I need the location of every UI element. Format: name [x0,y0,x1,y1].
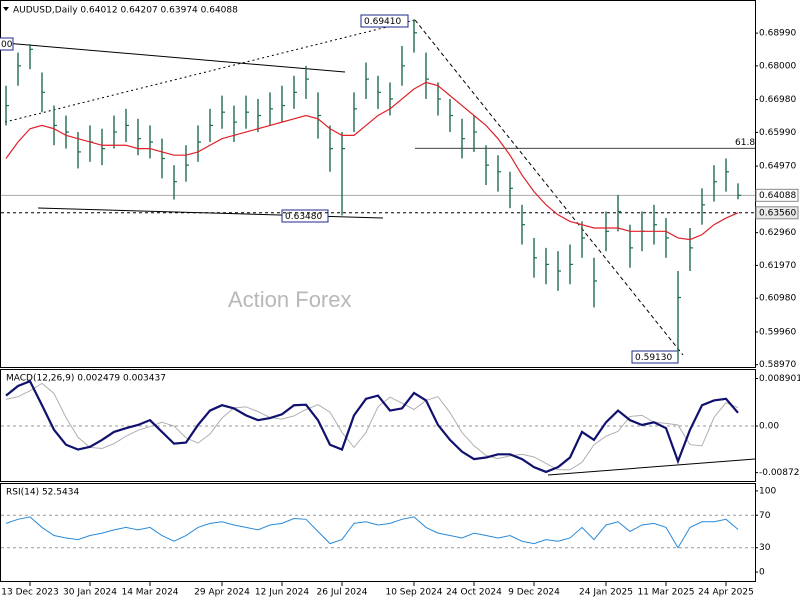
fib-label: 61.8 [735,138,755,148]
price-box [755,188,799,202]
chart-title: AUDUSD,Daily 0.64012 0.64207 0.63974 0.6… [13,6,238,16]
y-tick-label: 30 [759,543,771,553]
x-tick-label: 10 Sep 2024 [385,588,442,598]
y-tick-label: 0 [759,568,765,578]
y-tick-label: 0.62960 [759,228,796,238]
trend-line [4,42,346,73]
y-tick-label: 0.68000 [759,61,796,71]
annotation-box [0,37,14,51]
x-tick-label: 26 Jul 2024 [317,588,368,598]
trend-line [547,458,756,476]
macd-title: MACD(12,26,9) 0.002479 0.003437 [6,374,166,384]
y-tick-label: 100 [759,486,776,496]
y-tick-label: 0.60980 [759,294,796,304]
annotation-box [360,14,409,28]
line [5,382,739,471]
line [5,379,739,474]
x-tick-label: 24 Jan 2025 [579,588,633,598]
x-tick-label: 13 Dec 2023 [1,588,59,598]
x-tick-label: 24 Apr 2025 [698,588,754,598]
price-level-label: 0.63560 [759,208,796,218]
annotation: 0.69410 [364,17,401,27]
macd-panel [0,369,756,482]
x-tick-label: 30 Jan 2024 [63,588,117,598]
y-tick-label: 0.64970 [759,162,796,172]
y-tick-label: 0.59960 [759,327,796,337]
y-tick-label: 0.65990 [759,128,796,138]
y-tick-label: 0.58970 [759,360,796,370]
annotation: 0.63480 [285,212,322,222]
x-tick-label: 14 Mar 2024 [121,588,178,598]
price-panel [0,0,756,368]
y-tick-label: -0.008729 [759,468,800,478]
annotation-box [281,209,329,223]
menu-arrow [3,7,9,11]
y-tick-label: 0.61970 [759,261,796,271]
y-tick-label: 70 [759,511,771,521]
x-tick-label: 24 Oct 2024 [446,588,502,598]
rsi-panel [0,483,756,582]
x-tick-label: 9 Dec 2024 [508,588,560,598]
line [5,516,739,549]
rsi-title: RSI(14) 52.5434 [6,488,79,498]
y-tick-label: 0.008901 [759,374,800,384]
line [5,81,739,241]
x-tick-label: 29 Apr 2024 [194,588,250,598]
trend-line [4,19,416,123]
trend-line [414,19,684,356]
price-box [755,206,799,220]
price-level-label: 0.64088 [759,191,796,201]
y-tick-label: 0.00 [759,422,779,432]
x-tick-label: 12 Jun 2024 [255,588,309,598]
x-tick-label: 11 Mar 2025 [637,588,694,598]
annotation: 00 [1,40,13,50]
annotation: 0.59130 [635,353,672,363]
y-tick-label: 0.68990 [759,29,796,39]
y-tick-label: 0.66980 [759,95,796,105]
watermark: Action Forex [228,287,352,312]
